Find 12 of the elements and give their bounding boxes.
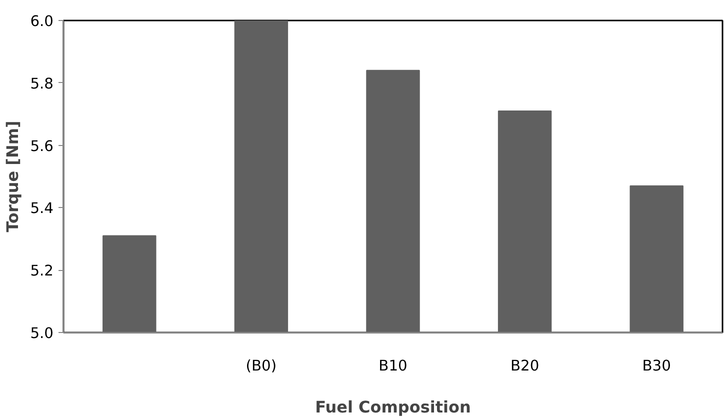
x-tick-label: B10 (378, 358, 408, 374)
y-tick-label: 5.2 (30, 262, 54, 280)
y-tick-label: 5.0 (30, 325, 54, 342)
y-tick-label: 5.4 (30, 200, 54, 218)
x-tick-label: B20 (510, 358, 540, 374)
x-tick-label: (B0) (246, 358, 277, 374)
y-tick-label: 5.6 (30, 138, 54, 155)
y-tick-label: 5.8 (30, 75, 54, 92)
y-tick-label: 6.0 (30, 13, 54, 30)
x-tick-label: B30 (642, 358, 671, 374)
x-axis-title: Fuel Composition (315, 398, 471, 416)
y-axis-title: Torque [Nm] (3, 120, 22, 232)
